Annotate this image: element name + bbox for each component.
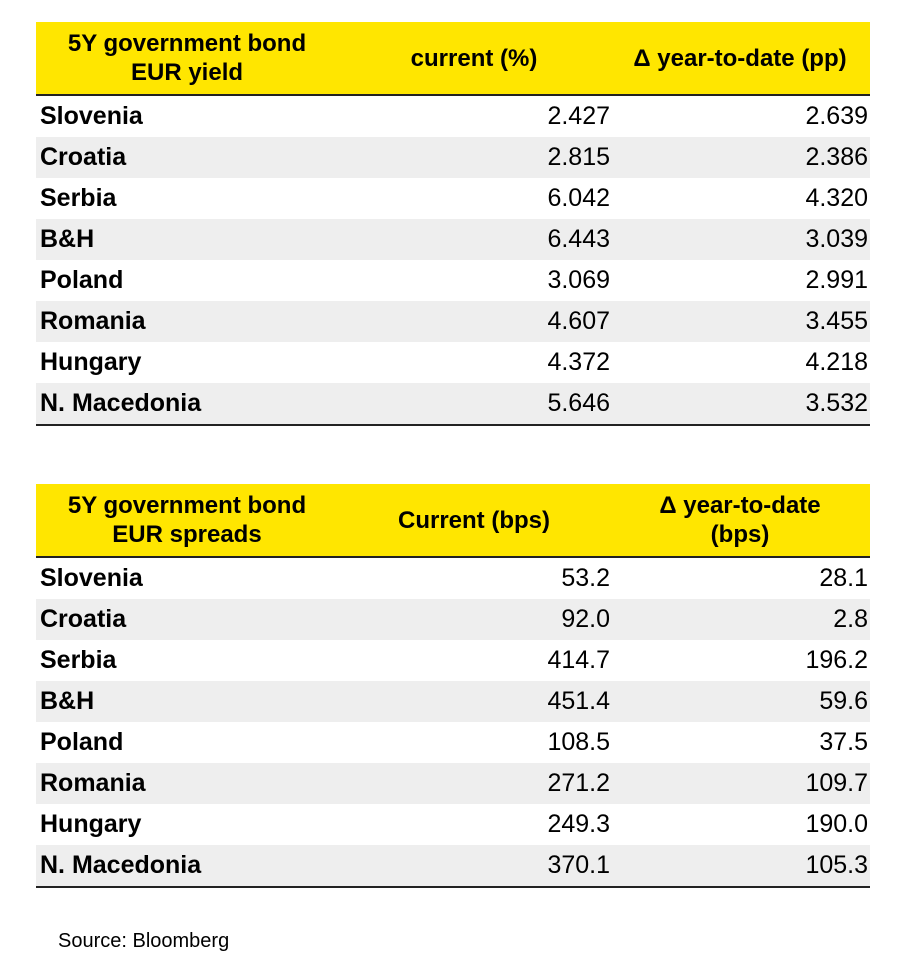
value-cell: 53.2 xyxy=(561,564,610,592)
table-row: Croatia 92.0 2.8 xyxy=(36,599,870,640)
spreads-table: 5Y government bond EUR spreads Current (bp… xyxy=(36,484,870,888)
country-cell: Romania xyxy=(40,769,146,797)
spreads-table-header: 5Y government bond EUR spreads Current (bp… xyxy=(36,484,870,558)
column-header-line: 5Y government bond xyxy=(67,492,307,519)
yield-table-body: Slovenia 2.427 2.639 Croatia 2.815 2.386 Serbi… xyxy=(36,96,870,426)
column-header-line: EUR yield xyxy=(130,59,244,86)
value-cell: 2.815 xyxy=(547,143,610,171)
value-cell: 2.639 xyxy=(805,102,868,130)
table-row: B&H 451.4 59.6 xyxy=(36,681,870,722)
source-note: Source: Bloomberg xyxy=(58,930,230,952)
country-cell: Serbia xyxy=(40,184,117,212)
value-cell: 59.6 xyxy=(819,687,868,715)
value-cell: 4.218 xyxy=(805,348,868,376)
column-header-line: Δ year-to-date xyxy=(659,492,821,519)
country-cell: Poland xyxy=(40,728,124,756)
value-cell: 196.2 xyxy=(805,646,868,674)
country-cell: B&H xyxy=(40,225,95,253)
table-row: Poland 108.5 37.5 xyxy=(36,722,870,763)
table-row: Slovenia 2.427 2.639 xyxy=(36,96,870,137)
value-cell: 2.386 xyxy=(805,143,868,171)
column-header-2: Δ year-to-date (pp) xyxy=(610,44,870,73)
country-cell: Croatia xyxy=(40,143,127,171)
country-cell: Croatia xyxy=(40,605,127,633)
value-cell: 414.7 xyxy=(547,646,610,674)
value-cell: 249.3 xyxy=(547,810,610,838)
country-cell: N. Macedonia xyxy=(40,851,202,879)
table-row: Serbia 414.7 196.2 xyxy=(36,640,870,681)
table-row: Romania 4.607 3.455 xyxy=(36,301,870,342)
column-header-line: EUR spreads xyxy=(112,521,262,548)
column-header-1: Current (bps) xyxy=(338,506,610,535)
column-header-1: current (%) xyxy=(338,44,610,73)
column-header-line: 5Y government bond xyxy=(67,30,307,57)
yield-table-header: 5Y government bond EUR yield current (%) Δ … xyxy=(36,22,870,96)
table-row: Serbia 6.042 4.320 xyxy=(36,178,870,219)
value-cell: 105.3 xyxy=(805,851,868,879)
country-cell: Poland xyxy=(40,266,124,294)
country-cell: Serbia xyxy=(40,646,117,674)
table-row: Hungary 249.3 190.0 xyxy=(36,804,870,845)
table-row: B&H 6.443 3.039 xyxy=(36,219,870,260)
country-cell: Slovenia xyxy=(40,564,143,592)
value-cell: 4.320 xyxy=(805,184,868,212)
column-header-line: current (%) xyxy=(410,44,538,72)
value-cell: 108.5 xyxy=(547,728,610,756)
table-row: N. Macedonia 370.1 105.3 xyxy=(36,845,870,886)
country-cell: Hungary xyxy=(40,348,142,376)
value-cell: 2.8 xyxy=(833,605,868,633)
column-header-line: (bps) xyxy=(710,521,770,548)
spreads-table-body: Slovenia 53.2 28.1 Croatia 92.0 2.8 Serbia 414.… xyxy=(36,558,870,888)
value-cell: 28.1 xyxy=(819,564,868,592)
value-cell: 4.607 xyxy=(547,307,610,335)
value-cell: 4.372 xyxy=(547,348,610,376)
value-cell: 3.069 xyxy=(547,266,610,294)
column-header-2: Δ year-to-date (bps) xyxy=(610,491,870,549)
country-cell: Hungary xyxy=(40,810,142,838)
country-cell: Romania xyxy=(40,307,146,335)
value-cell: 6.042 xyxy=(547,184,610,212)
value-cell: 3.455 xyxy=(805,307,868,335)
value-cell: 370.1 xyxy=(547,851,610,879)
column-header-0: 5Y government bond EUR yield xyxy=(36,29,338,87)
value-cell: 2.991 xyxy=(805,266,868,294)
table-row: Slovenia 53.2 28.1 xyxy=(36,558,870,599)
column-header-line: Δ year-to-date (pp) xyxy=(633,44,847,72)
table-row: Hungary 4.372 4.218 xyxy=(36,342,870,383)
value-cell: 451.4 xyxy=(547,687,610,715)
value-cell: 190.0 xyxy=(805,810,868,838)
table-row: Croatia 2.815 2.386 xyxy=(36,137,870,178)
value-cell: 5.646 xyxy=(547,389,610,417)
column-header-0: 5Y government bond EUR spreads xyxy=(36,491,338,549)
value-cell: 3.039 xyxy=(805,225,868,253)
value-cell: 37.5 xyxy=(819,728,868,756)
value-cell: 6.443 xyxy=(547,225,610,253)
country-cell: B&H xyxy=(40,687,95,715)
table-row: N. Macedonia 5.646 3.532 xyxy=(36,383,870,424)
value-cell: 271.2 xyxy=(547,769,610,797)
value-cell: 2.427 xyxy=(547,102,610,130)
value-cell: 109.7 xyxy=(805,769,868,797)
column-header-line: Current (bps) xyxy=(398,506,550,534)
country-cell: Slovenia xyxy=(40,102,143,130)
table-row: Poland 3.069 2.991 xyxy=(36,260,870,301)
value-cell: 3.532 xyxy=(805,389,868,417)
table-row: Romania 271.2 109.7 xyxy=(36,763,870,804)
yield-table: 5Y government bond EUR yield current (%) Δ … xyxy=(36,22,870,426)
value-cell: 92.0 xyxy=(561,605,610,633)
country-cell: N. Macedonia xyxy=(40,389,202,417)
